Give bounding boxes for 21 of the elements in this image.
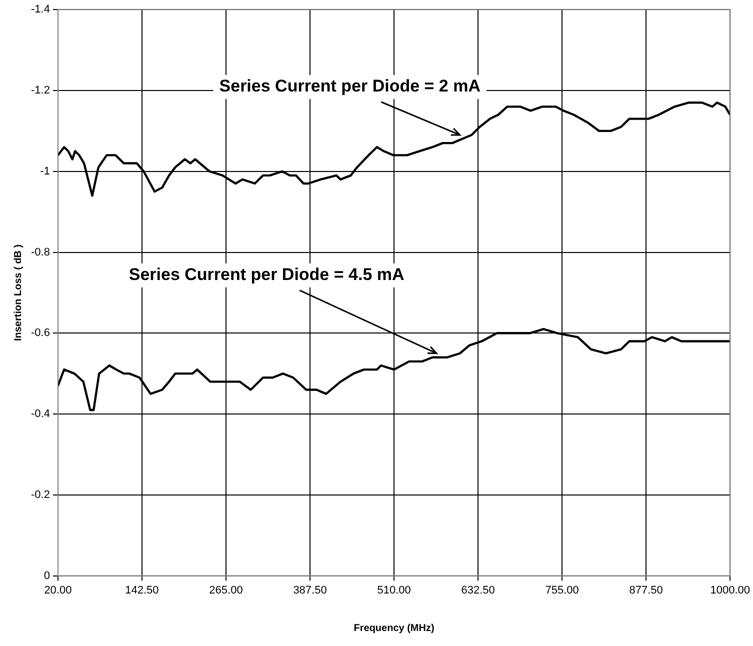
y-tick-label: -1.2 [30,84,50,97]
x-tick-label: 755.00 [545,584,579,596]
x-tick-label: 877.50 [629,584,663,596]
x-tick-label: 1000.00 [710,584,750,596]
x-tick-label: 20.00 [44,584,72,596]
y-tick-label: 0 [44,570,50,582]
x-tick-label: 142.50 [125,584,159,596]
x-tick-label: 510.00 [377,584,411,596]
y-axis-title: Insertion Loss ( dB ) [12,244,24,342]
x-tick-label: 387.50 [293,584,327,596]
x-tick-label: 265.00 [209,584,243,596]
y-tick-label: -0.4 [30,408,50,420]
annotation: Series Current per Diode = 2 mA [219,76,480,96]
y-tick-label: -0.6 [30,327,50,340]
y-tick-label: -0.2 [30,488,50,501]
y-tick-label: -1 [40,165,50,178]
annotation: Series Current per Diode = 4.5 mA [128,265,404,284]
x-tick-label: 632.50 [461,584,495,596]
x-axis-title: Frequency (MHz) [354,622,434,634]
y-tick-label: -0.8 [30,246,50,258]
y-tick-label: -1.4 [30,4,50,16]
